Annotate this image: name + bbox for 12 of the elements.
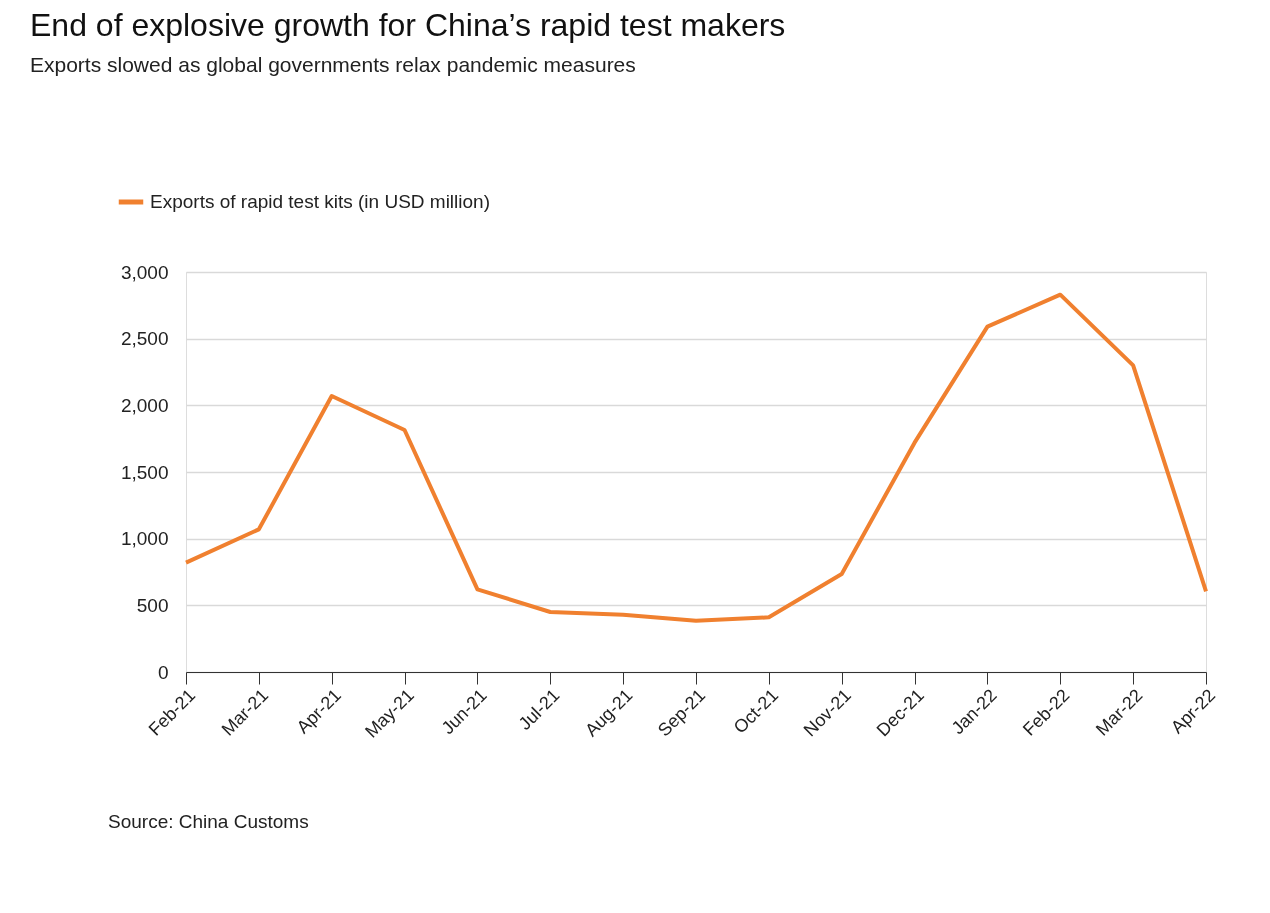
chart-subtitle: Exports slowed as global governments relax pandemic measures: [30, 53, 636, 76]
y-tick-label: 1,500: [120, 461, 169, 483]
y-tick-label: 0: [157, 661, 169, 683]
line-series: [184, 292, 1208, 623]
source-note: Source: China Customs: [108, 811, 309, 832]
y-tick-label: 2,000: [120, 394, 169, 416]
y-tick-label: 500: [136, 594, 169, 616]
chart-title: End of explosive growth for China’s rapid test makers: [30, 7, 786, 43]
y-tick-label: 3,000: [120, 261, 169, 283]
y-tick-label: 1,000: [120, 528, 169, 550]
y-tick-label: 2,500: [120, 328, 169, 350]
legend-label: Exports of rapid test kits (in USD million): [150, 191, 490, 212]
